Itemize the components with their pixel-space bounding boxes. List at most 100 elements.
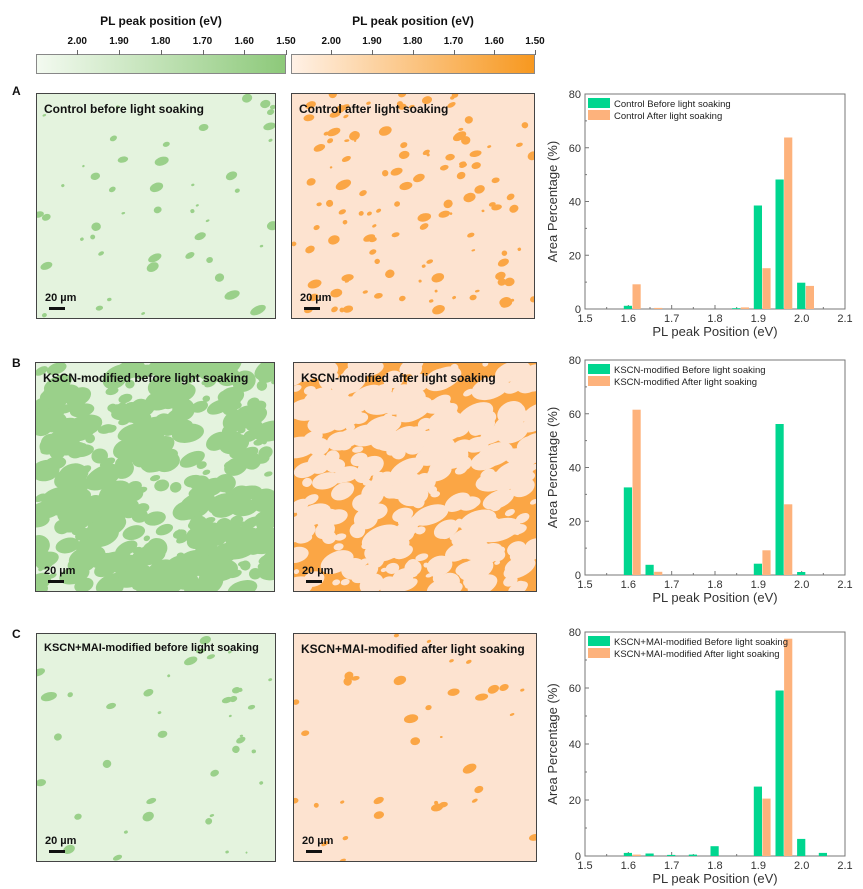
map-domain: [205, 219, 210, 223]
map-domain: [331, 384, 351, 398]
map-domain: [449, 659, 454, 663]
map-domain: [303, 114, 315, 122]
bar-before: [753, 205, 762, 309]
map-domain: [36, 493, 47, 503]
map-domain: [458, 127, 464, 131]
map-domain: [263, 122, 275, 131]
chart-svg: 0 20 40 60 80 1.5 1.6 1.7 1.8 1.9 2.0 2.1 PL peak Po…: [545, 627, 853, 886]
map-domain: [294, 373, 305, 387]
map-domain: [365, 384, 378, 394]
map-domain: [239, 734, 244, 737]
map-domain: [147, 538, 168, 558]
colorbar-tick-label: 1.70: [192, 36, 213, 47]
map-domain: [418, 279, 422, 283]
map-domain: [367, 503, 388, 520]
map-domain: [463, 388, 474, 397]
x-axis-label: PL peak Position (eV): [652, 871, 777, 886]
map-domain: [430, 491, 441, 498]
map-domain: [195, 204, 199, 207]
map-domain: [209, 814, 215, 817]
map-domain: [474, 289, 480, 293]
map-domain: [385, 562, 400, 574]
map-domain: [432, 305, 445, 315]
map-domain: [328, 94, 337, 99]
map-domain: [497, 481, 510, 494]
map-domain: [40, 433, 60, 450]
map-domain: [390, 167, 403, 176]
map-domain: [247, 704, 256, 710]
map-domain: [294, 546, 309, 564]
map-domain: [112, 854, 123, 861]
map-domain: [202, 395, 211, 402]
map-domain: [176, 560, 188, 568]
map-domain: [260, 539, 268, 547]
map-domain: [342, 219, 348, 225]
bar-after: [784, 137, 793, 309]
map-domain: [497, 278, 507, 286]
map-domain: [36, 500, 63, 520]
map-domain: [179, 450, 205, 468]
map-domain: [325, 458, 346, 473]
map-domain: [426, 639, 431, 643]
map-domain: [394, 201, 401, 207]
y-tick-label: 20: [569, 516, 581, 528]
map-domain: [233, 527, 262, 549]
map-domain: [199, 635, 211, 645]
map-domain: [393, 544, 413, 560]
map-domain: [474, 515, 498, 533]
map-domain: [184, 656, 198, 666]
map-domain: [452, 295, 457, 300]
map-domain: [113, 439, 136, 460]
map-domain: [182, 363, 209, 376]
x-tick-label: 1.8: [707, 860, 722, 872]
bar-after: [762, 798, 771, 856]
map-domain: [393, 675, 407, 686]
map-domain: [224, 290, 240, 300]
map-domain: [58, 463, 87, 486]
bar-after: [740, 307, 749, 309]
y-tick-label: 80: [569, 355, 581, 367]
map-domain: [188, 486, 210, 499]
map-domain: [196, 578, 207, 587]
map-domain: [207, 493, 237, 515]
map-domain: [434, 800, 439, 805]
map-domain: [438, 210, 451, 218]
map-domain: [108, 186, 116, 193]
map-domain: [71, 399, 83, 412]
map-domain: [302, 477, 313, 487]
map-domain: [471, 162, 481, 170]
map-domain: [469, 294, 477, 301]
bar-before: [797, 572, 806, 575]
map-domain: [85, 433, 95, 444]
map-domain: [312, 363, 339, 381]
map-domain: [371, 499, 380, 505]
map-domain: [307, 460, 314, 466]
map-domain: [191, 400, 208, 413]
map-domain: [251, 749, 256, 754]
map-domain: [36, 583, 49, 591]
colorbar-tick-mark: [244, 50, 246, 55]
map-domain: [187, 529, 208, 543]
map-domain: [445, 542, 470, 562]
map-domain: [469, 150, 482, 158]
map-domain: [307, 279, 322, 289]
map-domain: [206, 431, 230, 451]
map-domain: [392, 507, 414, 523]
map-domain: [130, 365, 139, 372]
map-domain: [243, 490, 256, 498]
map-domain: [466, 659, 472, 664]
map-domain: [372, 224, 377, 228]
colorbar-title: PL peak position (eV): [100, 14, 222, 28]
map-image: [36, 363, 274, 591]
map-domain: [517, 247, 522, 252]
colorbar-gradient: [291, 54, 535, 74]
map-domain: [504, 509, 515, 517]
map-domain: [158, 417, 179, 436]
map-domain: [46, 363, 67, 375]
x-tick-label: 1.5: [577, 579, 592, 591]
map-image: [37, 634, 275, 861]
map-domain: [143, 535, 151, 542]
map-domain: [514, 580, 527, 591]
map-domain: [63, 844, 75, 854]
map-domain: [339, 307, 345, 313]
